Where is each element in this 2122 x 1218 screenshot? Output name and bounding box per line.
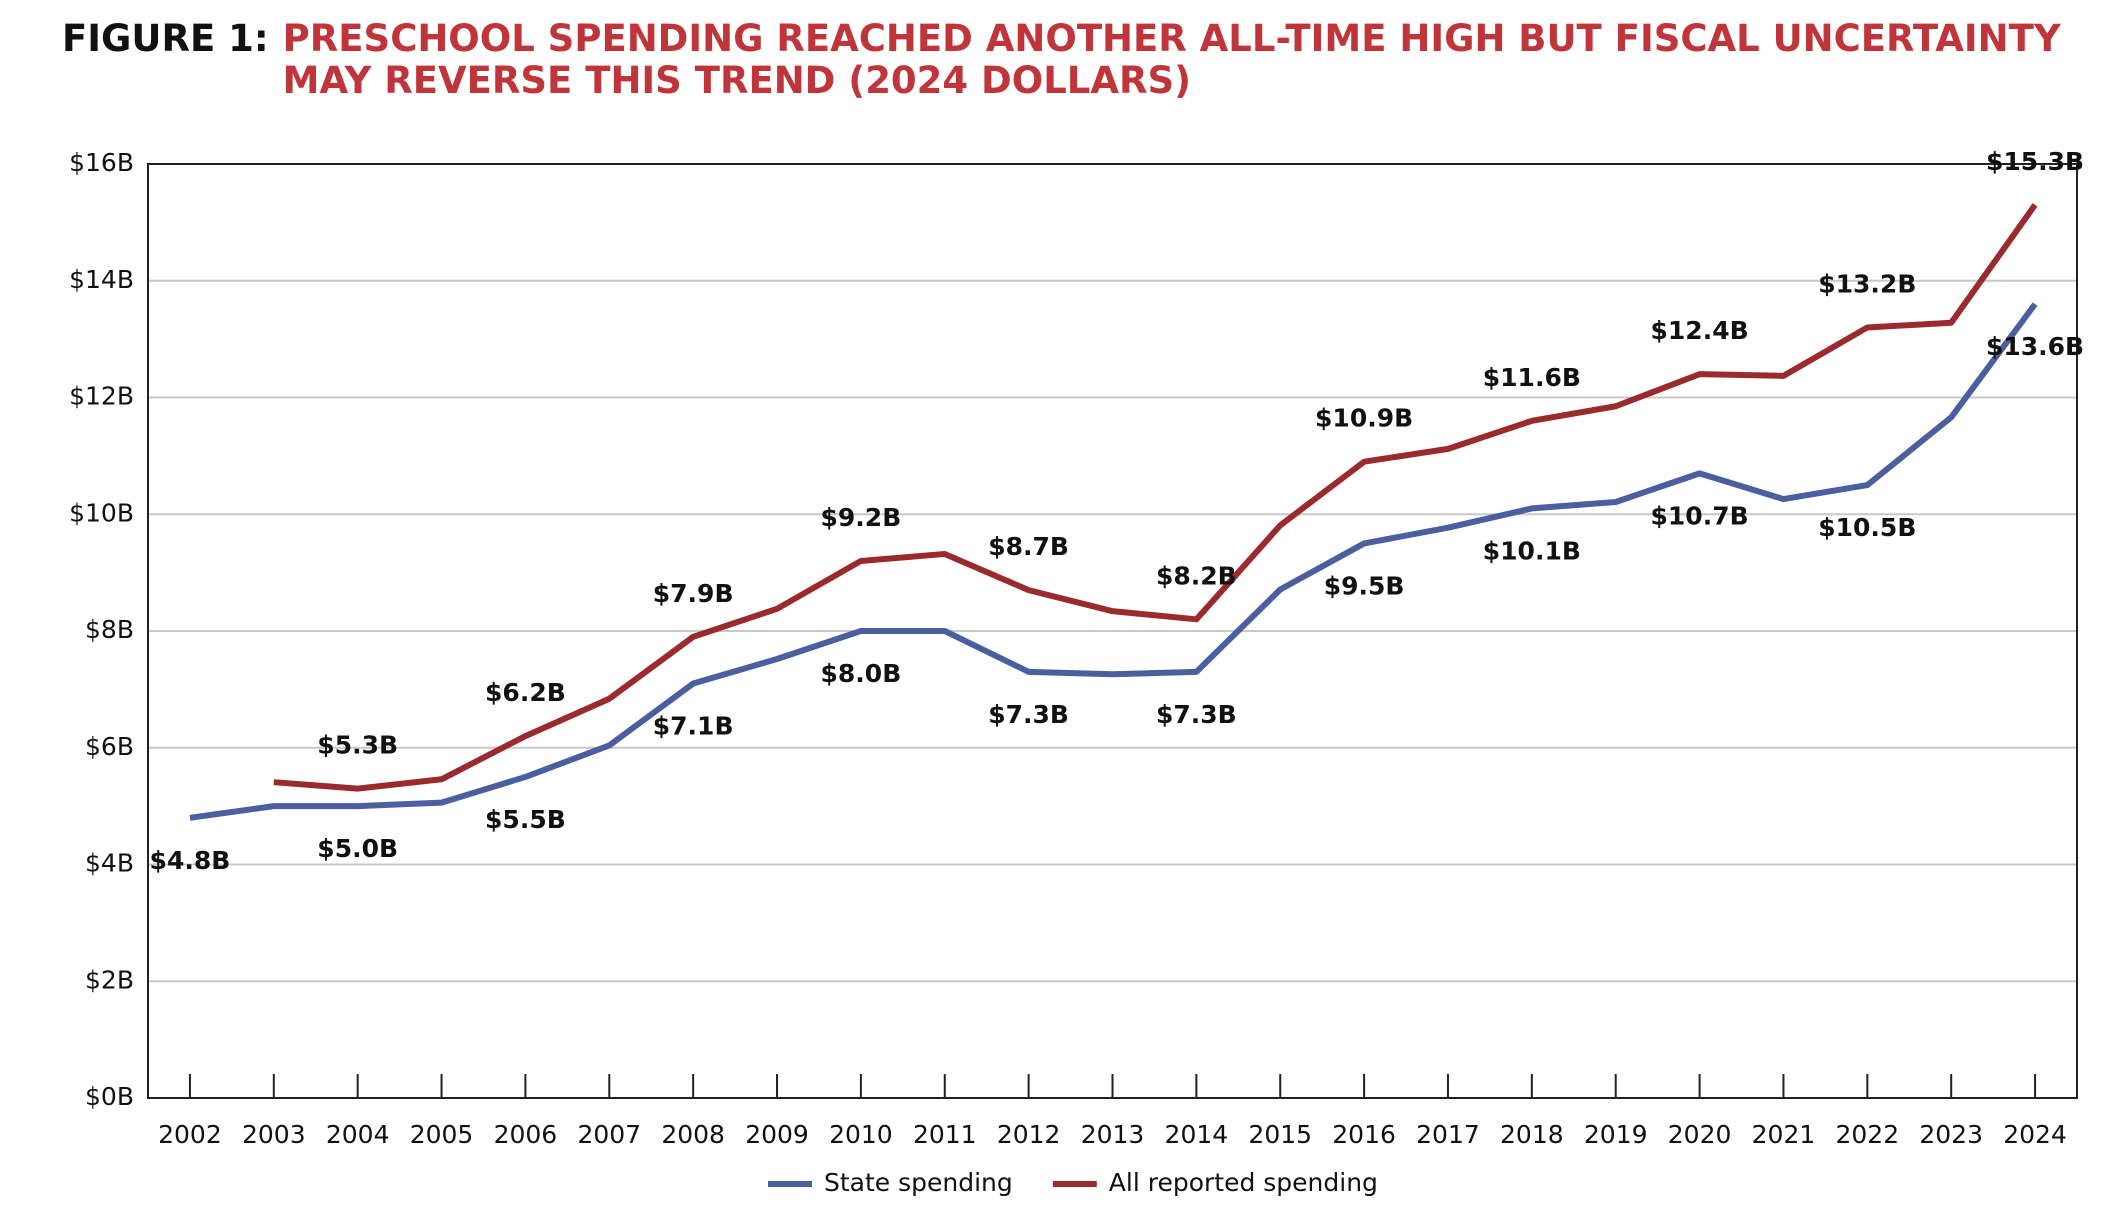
value-label: $7.9B: [653, 579, 734, 608]
series-line: [189, 302, 2038, 821]
series-line: [273, 203, 2038, 792]
x-tick-label: 2011: [913, 1120, 977, 1149]
y-tick-label: $16B: [69, 148, 134, 177]
y-tick-label: $8B: [85, 615, 134, 644]
x-tick-label: 2012: [997, 1120, 1061, 1149]
value-label: $12.4B: [1651, 316, 1749, 345]
x-tick-label: 2003: [242, 1120, 306, 1149]
y-tick-label: $10B: [69, 498, 134, 527]
x-tick-label: 2013: [1081, 1120, 1145, 1149]
value-label: $8.0B: [821, 659, 902, 688]
x-tick-label: 2022: [1836, 1120, 1900, 1149]
x-tick-label: 2005: [410, 1120, 474, 1149]
value-label: $8.2B: [1156, 561, 1237, 590]
x-tick-label: 2010: [829, 1120, 893, 1149]
x-tick-label: 2002: [158, 1120, 222, 1149]
value-label: $5.3B: [317, 731, 398, 760]
value-label: $5.5B: [485, 805, 566, 834]
y-tick-label: $4B: [85, 849, 134, 878]
x-tick-label: 2006: [494, 1120, 558, 1149]
x-tick-label: 2015: [1248, 1120, 1312, 1149]
value-label: $10.9B: [1315, 404, 1413, 433]
x-tick-label: 2017: [1416, 1120, 1480, 1149]
x-tick-label: 2008: [661, 1120, 725, 1149]
value-label: $13.6B: [1986, 332, 2084, 361]
value-label: $15.3B: [1986, 147, 2084, 176]
x-tick-label: 2016: [1332, 1120, 1396, 1149]
y-tick-label: $6B: [85, 732, 134, 761]
value-label: $5.0B: [317, 834, 398, 863]
chart-title: PRESCHOOL SPENDING REACHED ANOTHER ALL-T…: [282, 17, 2061, 102]
x-tick-label: 2019: [1584, 1120, 1648, 1149]
y-tick-label: $14B: [69, 265, 134, 294]
value-label: $7.3B: [988, 700, 1069, 729]
value-label: $11.6B: [1483, 363, 1581, 392]
x-tick-label: 2023: [1919, 1120, 1983, 1149]
legend-label: State spending: [824, 1168, 1013, 1197]
value-label: $4.8B: [150, 846, 231, 875]
x-tick-label: 2018: [1500, 1120, 1564, 1149]
value-label: $8.7B: [988, 532, 1069, 561]
value-label: $9.5B: [1324, 571, 1405, 600]
y-tick-label: $12B: [69, 382, 134, 411]
x-tick-label: 2009: [745, 1120, 809, 1149]
value-label: $13.2B: [1818, 269, 1916, 298]
value-label: $10.5B: [1818, 513, 1916, 542]
x-tick-label: 2024: [2003, 1120, 2067, 1149]
value-label: $10.7B: [1651, 501, 1749, 530]
y-tick-label: $0B: [85, 1082, 134, 1111]
figure-label: FIGURE 1:: [62, 17, 269, 60]
value-label: $7.1B: [653, 712, 734, 741]
x-tick-label: 2014: [1165, 1120, 1229, 1149]
legend-label: All reported spending: [1109, 1168, 1378, 1197]
value-label: $6.2B: [485, 678, 566, 707]
x-tick-label: 2007: [577, 1120, 641, 1149]
title-block: FIGURE 1: PRESCHOOL SPENDING REACHED ANO…: [62, 18, 2102, 102]
x-tick-label: 2020: [1668, 1120, 1732, 1149]
y-tick-label: $2B: [85, 965, 134, 994]
value-label: $9.2B: [821, 503, 902, 532]
x-tick-label: 2021: [1752, 1120, 1816, 1149]
value-label: $10.1B: [1483, 536, 1581, 565]
value-label: $7.3B: [1156, 700, 1237, 729]
x-tick-label: 2004: [326, 1120, 390, 1149]
